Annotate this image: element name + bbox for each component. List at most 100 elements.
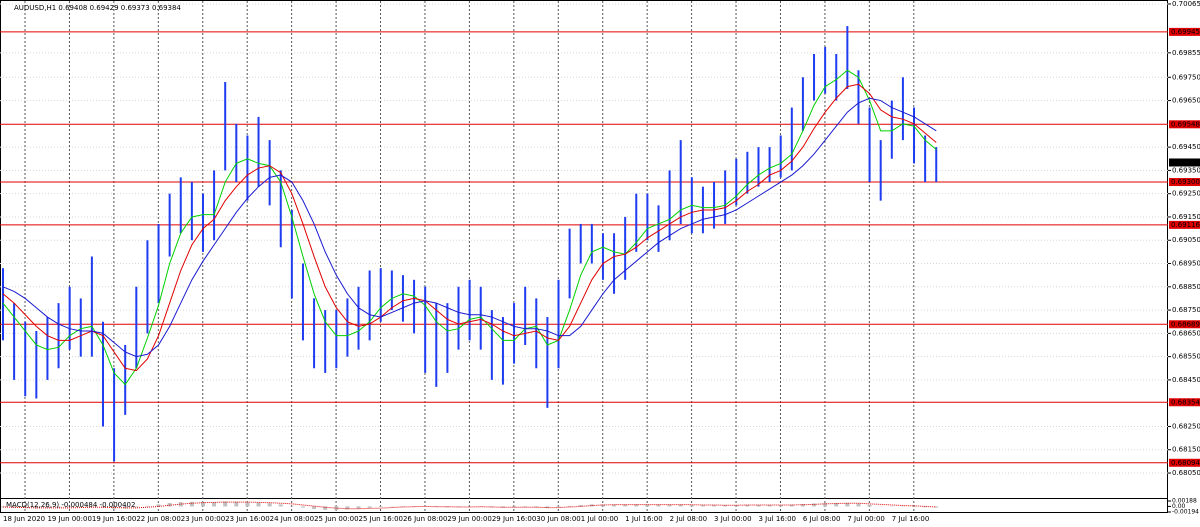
y-tick-label: 0.69650: [1172, 97, 1200, 105]
x-tick-label: 18 Jun 2020: [3, 515, 45, 523]
macd-bar: [78, 506, 83, 507]
macd-bar: [634, 504, 639, 507]
level-label: 0.69300: [1171, 178, 1200, 186]
macd-bar: [767, 504, 772, 507]
x-tick-label: 7 Jul 00:00: [847, 515, 885, 523]
x-tick-label: 29 Jun 16:00: [492, 515, 536, 523]
macd-bar: [223, 501, 228, 507]
macd-bar: [378, 506, 383, 507]
macd-bar: [756, 504, 761, 507]
macd-bar: [234, 501, 239, 507]
macd-bar: [356, 506, 361, 509]
y-tick-label: 0.68150: [1172, 446, 1200, 454]
y-tick-label: 0.68250: [1172, 422, 1200, 430]
macd-bar: [156, 504, 161, 507]
level-label: 0.69116: [1171, 221, 1200, 229]
macd-bar: [812, 503, 817, 507]
x-tick-label: 1 Jul 16:00: [625, 515, 663, 523]
moving-average: [2, 83, 937, 372]
macd-bar: [56, 506, 61, 508]
y-tick-label: 0.68950: [1172, 260, 1200, 268]
last-price-box: [1169, 158, 1200, 167]
level-label: 0.68689: [1171, 320, 1200, 328]
macd-bar: [256, 502, 261, 507]
y-tick-label: 0.68450: [1172, 376, 1200, 384]
macd-bar: [845, 502, 850, 507]
x-tick-label: 25 Jun 00:00: [314, 515, 358, 523]
macd-bar: [489, 506, 494, 508]
macd-bar: [134, 506, 139, 508]
plot-frame: [0, 0, 1168, 513]
macd-bar: [778, 504, 783, 507]
y-tick-label: -0.00194: [1172, 509, 1199, 516]
macd-bar: [867, 504, 872, 507]
macd-bar: [523, 506, 528, 507]
y-tick-label: 0.69750: [1172, 73, 1200, 81]
macd-title: MACD(12,26,9) -0.000484 -0.000402: [6, 501, 135, 509]
x-tick-label: 19 Jun 00:00: [47, 515, 91, 523]
x-tick-label: 22 Jun 08:00: [136, 515, 180, 523]
y-tick-label: 0.70065: [1172, 0, 1200, 8]
x-tick-label: 6 Jul 08:00: [803, 515, 841, 523]
macd-bar: [723, 505, 728, 507]
moving-average: [2, 97, 937, 358]
macd-bar: [645, 504, 650, 507]
macd-bar: [689, 504, 694, 507]
macd-bar: [67, 506, 72, 508]
y-tick-label: 0.68750: [1172, 306, 1200, 314]
macd-bar: [367, 506, 372, 508]
macd-bar: [12, 506, 17, 508]
x-tick-label: 30 Jun 08:00: [536, 515, 580, 523]
macd-bar: [589, 504, 594, 507]
macd-bar: [800, 504, 805, 507]
macd-bar: [289, 505, 294, 507]
level-label: 0.68354: [1171, 398, 1200, 406]
macd-signal: [2, 501, 937, 510]
macd-bar: [245, 502, 250, 507]
y-tick-label: 0.68650: [1172, 329, 1200, 337]
x-tick-label: 19 Jun 16:00: [92, 515, 136, 523]
macd-bar: [323, 506, 328, 510]
level-label: 0.69548: [1171, 120, 1200, 128]
x-tick-label: 7 Jul 16:00: [892, 515, 930, 523]
macd-bar: [856, 503, 861, 507]
macd-bar: [145, 505, 150, 507]
level-label-box: [1169, 27, 1200, 36]
macd-bar: [434, 506, 439, 507]
moving-average: [2, 69, 937, 386]
y-tick-label: 0.00: [1172, 503, 1186, 510]
x-tick-label: 29 Jun 00:00: [447, 515, 491, 523]
macd-bar: [189, 501, 194, 507]
y-tick-label: 0.68550: [1172, 353, 1200, 361]
y-tick-label: 0.00188: [1172, 498, 1197, 505]
x-tick-label: 25 Jun 16:00: [359, 515, 403, 523]
macd-bar: [345, 506, 350, 510]
level-label-box: [1169, 458, 1200, 467]
macd-bar: [745, 504, 750, 507]
level-label-box: [1169, 220, 1200, 229]
macd-bar: [112, 506, 117, 509]
macd-bar: [556, 506, 561, 508]
macd-bar: [267, 503, 272, 507]
macd-bar: [623, 504, 628, 507]
macd-bar: [512, 506, 517, 508]
macd-bar: [834, 503, 839, 507]
macd-bar: [534, 506, 539, 508]
macd-bar: [612, 504, 617, 507]
macd-bar: [212, 502, 217, 507]
level-label: 0.68094: [1171, 459, 1200, 467]
last-price-label: 0.69384: [1171, 158, 1200, 166]
y-tick-label: 0.69050: [1172, 236, 1200, 244]
macd-bar: [734, 504, 739, 507]
macd-bar: [667, 504, 672, 507]
level-label-box: [1169, 320, 1200, 329]
x-tick-label: 24 Jun 08:00: [270, 515, 314, 523]
level-label: 0.69945: [1171, 28, 1200, 36]
y-tick-label: 0.69450: [1172, 143, 1200, 151]
x-tick-label: 23 Jun 00:00: [181, 515, 225, 523]
x-tick-label: 23 Jun 16:00: [225, 515, 269, 523]
x-tick-label: 2 Jul 08:00: [670, 515, 708, 523]
level-label-box: [1169, 120, 1200, 129]
y-tick-label: 0.69250: [1172, 190, 1200, 198]
